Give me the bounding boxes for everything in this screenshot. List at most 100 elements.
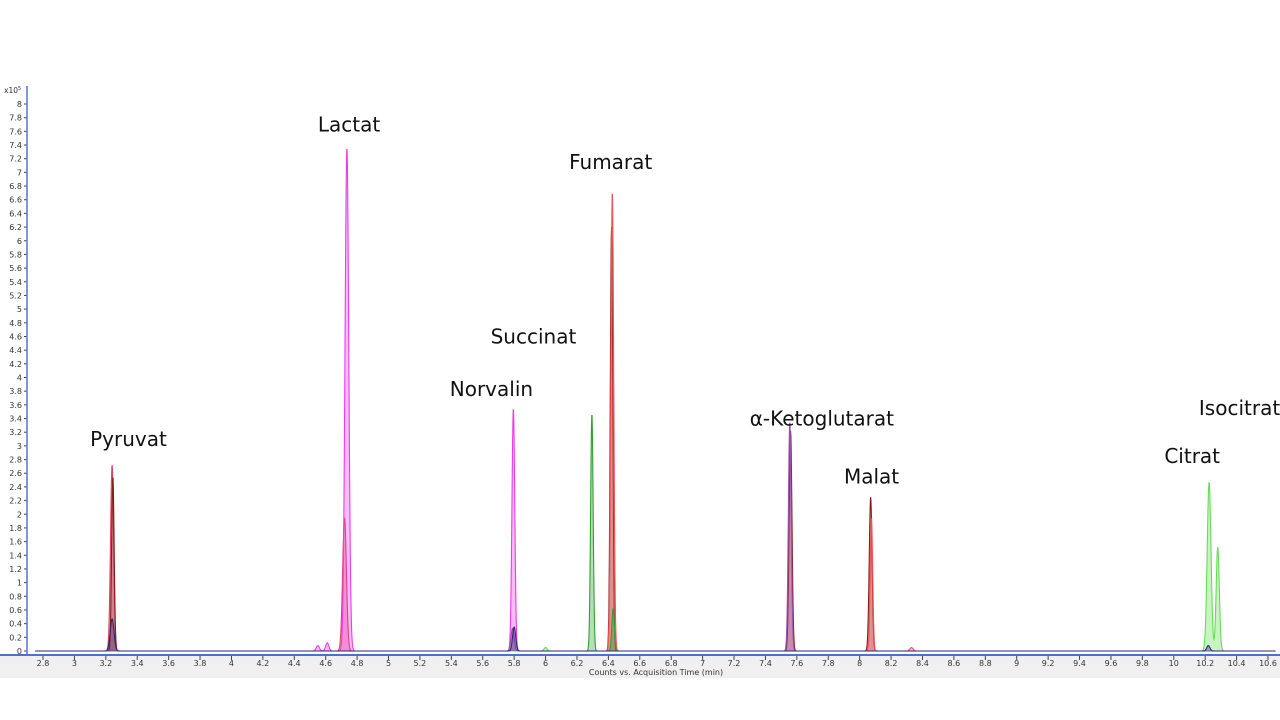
y-tick-label: 2.6	[9, 469, 22, 478]
y-tick-label: 0.4	[9, 620, 22, 629]
y-tick-label: 1.4	[9, 551, 22, 560]
y-tick-label: 3.8	[9, 387, 22, 396]
x-tick-label: 10.6	[1259, 659, 1277, 668]
y-tick-label: 7	[17, 168, 22, 177]
y-tick-label: 7.4	[9, 141, 22, 150]
y-tick-label: 2.8	[9, 456, 22, 465]
y-tick-label: 6.4	[9, 209, 22, 218]
chromatogram-trace	[28, 617, 1276, 652]
y-tick-label: 5.4	[9, 278, 22, 287]
x-tick-label: 9	[1014, 659, 1019, 668]
x-tick-label: 9.8	[1136, 659, 1149, 668]
y-tick-label: 1.8	[9, 524, 22, 533]
y-tick-label: 1	[17, 579, 22, 588]
x-tick-label: 5	[386, 659, 391, 668]
y-tick-label: 3.6	[9, 401, 22, 410]
peak-label: Pyruvat	[90, 427, 167, 451]
x-tick-label: 6.6	[633, 659, 646, 668]
x-tick-label: 8.4	[916, 659, 929, 668]
series-layer	[28, 148, 1276, 652]
x-tick-label: 5.4	[445, 659, 458, 668]
y-tick-label: 6.2	[9, 223, 22, 232]
x-tick-label: 4	[229, 659, 234, 668]
y-tick-label: 0.6	[9, 606, 22, 615]
ticks: 0 0.2 0.4 0.6 0.8 1 1.2 1.4 1.6 1.8 2 2.2 2.4 2.6 2.8 3…	[9, 100, 1277, 668]
x-tick-label: 3.8	[194, 659, 207, 668]
x-tick-label: 3.6	[162, 659, 175, 668]
x-tick-label: 7.8	[822, 659, 835, 668]
y-tick-label: 5.6	[9, 264, 22, 273]
y-tick-label: 5.8	[9, 250, 22, 259]
x-tick-label: 3	[72, 659, 77, 668]
y-tick-label: 4.6	[9, 332, 22, 341]
x-tick-label: 5.6	[476, 659, 489, 668]
y-tick-label: 4	[17, 374, 22, 383]
x-tick-label: 6	[543, 659, 548, 668]
x-tick-label: 4.2	[257, 659, 270, 668]
y-tick-label: 2	[17, 510, 22, 519]
y-tick-label: 3.4	[9, 415, 22, 424]
y-tick-label: 4.4	[9, 346, 22, 355]
peak-label: Lactat	[318, 112, 380, 136]
x-tick-label: 7.4	[759, 659, 772, 668]
x-tick-label: 7.2	[728, 659, 741, 668]
y-tick-label: 4.2	[9, 360, 22, 369]
x-tick-label: 4.6	[319, 659, 332, 668]
peak-labels: Pyruvat Lactat Fumarat Succinat Norvalin α-Ke…	[90, 112, 1280, 488]
y-tick-label: 0.2	[9, 633, 22, 642]
x-axis-title: Counts vs. Acquisition Time (min)	[589, 668, 723, 677]
y-tick-label: 5.2	[9, 291, 22, 300]
x-tick-label: 8.8	[979, 659, 992, 668]
y-tick-label: 7.6	[9, 127, 22, 136]
x-tick-label: 6.4	[602, 659, 615, 668]
y-tick-label: 7.2	[9, 155, 22, 164]
y-tick-label: 4.8	[9, 319, 22, 328]
y-tick-label: 6.6	[9, 196, 22, 205]
x-tick-label: 9.6	[1105, 659, 1118, 668]
x-tick-label: 8	[857, 659, 862, 668]
x-tick-label: 3.4	[131, 659, 144, 668]
y-tick-label: 2.2	[9, 497, 22, 506]
y-tick-label: 3.2	[9, 428, 22, 437]
x-tick-label: 5.2	[414, 659, 427, 668]
y-tick-label: 8	[17, 100, 22, 109]
x-tick-label: 6.8	[665, 659, 678, 668]
y-tick-label: 1.2	[9, 565, 22, 574]
x-tick-label: 8.2	[885, 659, 898, 668]
y-tick-label: 1.6	[9, 538, 22, 547]
plot-background	[0, 85, 1280, 678]
x-tick-label: 10.4	[1228, 659, 1246, 668]
peak-label: Isocitrat	[1199, 396, 1280, 420]
trace-line	[35, 617, 1276, 652]
y-tick-label: 2.4	[9, 483, 22, 492]
peak-label: Succinat	[491, 324, 577, 348]
y-multiplier-label: x105	[4, 86, 21, 95]
x-axis-panel	[0, 656, 1280, 678]
peak-label: Citrat	[1164, 444, 1220, 468]
peak-label: Fumarat	[569, 150, 652, 174]
x-tick-label: 10.2	[1196, 659, 1214, 668]
x-tick-label: 7.6	[790, 659, 803, 668]
x-tick-label: 5.8	[508, 659, 521, 668]
x-tick-label: 6.2	[571, 659, 584, 668]
x-tick-label: 3.2	[99, 659, 112, 668]
y-tick-label: 6.8	[9, 182, 22, 191]
y-tick-label: 6	[17, 237, 22, 246]
y-tick-label: 0.8	[9, 592, 22, 601]
peak-label: Norvalin	[450, 377, 533, 401]
y-tick-label: 7.8	[9, 114, 22, 123]
x-tick-label: 9.2	[1042, 659, 1055, 668]
peak-label: Malat	[844, 464, 899, 488]
x-tick-label: 8.6	[948, 659, 961, 668]
x-tick-label: 4.4	[288, 659, 301, 668]
y-tick-label: 5	[17, 305, 22, 314]
y-tick-label: 0	[17, 647, 22, 656]
y-tick-label: 3	[17, 442, 22, 451]
x-tick-label: 9.4	[1073, 659, 1086, 668]
x-tick-label: 4.8	[351, 659, 364, 668]
x-tick-label: 7	[700, 659, 705, 668]
x-tick-label: 10	[1169, 659, 1179, 668]
peak-label: α-Ketoglutarat	[750, 406, 894, 430]
x-tick-label: 2.8	[37, 659, 50, 668]
